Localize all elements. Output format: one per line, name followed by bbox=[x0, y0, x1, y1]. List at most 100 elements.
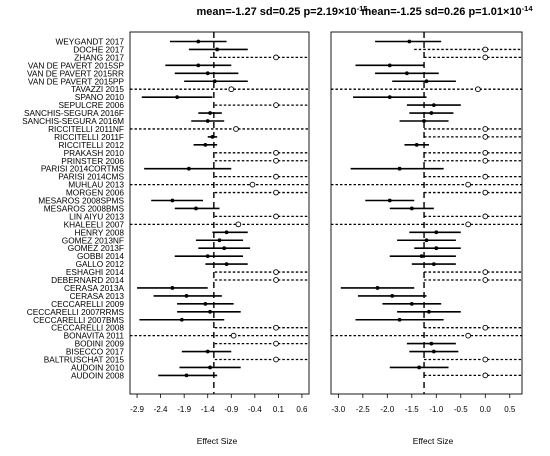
study-point bbox=[208, 309, 212, 314]
study-point-open bbox=[482, 173, 489, 180]
study-point bbox=[224, 262, 229, 266]
panel-1-frame bbox=[129, 31, 310, 395]
study-point bbox=[205, 119, 210, 123]
panel-1-x-tick-label: -0.9 bbox=[224, 405, 238, 414]
study-point-open bbox=[230, 332, 237, 339]
study-point bbox=[407, 39, 412, 44]
study-point bbox=[222, 246, 227, 251]
study-point-open bbox=[273, 173, 279, 180]
study-point bbox=[434, 230, 439, 235]
study-point bbox=[196, 63, 201, 68]
study-point bbox=[387, 63, 392, 68]
study-label: BALTRUSCHAT 2015 bbox=[44, 355, 125, 365]
study-point bbox=[212, 79, 217, 84]
study-point bbox=[387, 198, 392, 203]
study-label: GOBBI 2014 bbox=[77, 251, 124, 261]
study-point-open bbox=[465, 332, 471, 339]
study-point-open bbox=[273, 277, 279, 283]
study-point bbox=[422, 119, 426, 123]
study-label: AUDOIN 2008 bbox=[71, 370, 124, 380]
study-label: CERASA 2013A bbox=[64, 283, 124, 293]
study-label: HENRY 2008 bbox=[74, 227, 124, 237]
right-panel-title: mean=-1.25 sd=0.26 p=1.01×10-14 bbox=[361, 4, 533, 18]
study-point-open bbox=[482, 324, 489, 331]
study-point bbox=[387, 95, 392, 100]
study-label: WEYGANDT 2017 bbox=[55, 37, 124, 47]
panel-1-x-tick-label: -0.4 bbox=[248, 405, 262, 414]
study-point-open bbox=[273, 340, 279, 347]
study-label: MESAROS 2008BMS bbox=[44, 203, 125, 213]
study-point bbox=[179, 317, 184, 322]
study-label: TAVAZZI 2015 bbox=[71, 84, 124, 94]
study-point bbox=[217, 238, 222, 243]
study-point-open bbox=[482, 356, 489, 363]
study-label: CECCARELLI 2007RRMS bbox=[27, 307, 125, 317]
study-point bbox=[424, 79, 429, 84]
study-label: DEBERNARD 2014 bbox=[51, 275, 124, 285]
study-label: BONAVITA 2011 bbox=[64, 331, 125, 341]
study-label: AUDOIN 2010 bbox=[71, 362, 124, 372]
study-point bbox=[186, 166, 191, 171]
study-point bbox=[184, 373, 189, 378]
panel-2-x-tick-label: -2.0 bbox=[380, 405, 394, 414]
study-point bbox=[409, 301, 414, 306]
panel-2-frame bbox=[330, 31, 523, 395]
study-label: DOCHE 2017 bbox=[73, 44, 124, 54]
study-point bbox=[429, 341, 434, 346]
study-label: PARISI 2014CMS bbox=[58, 172, 124, 182]
study-label: PRINSTER 2006 bbox=[61, 156, 124, 166]
study-point bbox=[184, 294, 189, 298]
study-point bbox=[170, 198, 175, 203]
study-label: VAN DE PAVERT 2015RR bbox=[27, 68, 124, 78]
study-label: GOMEZ 2013NF bbox=[62, 235, 124, 245]
study-point-open bbox=[273, 54, 279, 61]
panel-1-x-tick-label: 0.1 bbox=[273, 405, 285, 414]
panel-2-x-tick-label: -2.5 bbox=[356, 405, 370, 414]
study-point-open bbox=[482, 213, 489, 220]
study-point bbox=[205, 71, 210, 76]
study-point-open bbox=[465, 181, 471, 188]
study-point-open bbox=[465, 221, 471, 228]
study-point bbox=[194, 206, 198, 211]
study-point bbox=[397, 166, 402, 171]
study-point-open bbox=[482, 126, 489, 132]
study-point-open bbox=[228, 86, 235, 93]
study-point-open bbox=[273, 324, 279, 331]
study-point bbox=[170, 286, 175, 290]
study-point-open bbox=[475, 86, 481, 93]
study-label: RICCITELLI 2011NF bbox=[48, 124, 124, 134]
study-point-open bbox=[482, 46, 489, 53]
panel-2-x-tick-label: -1.0 bbox=[429, 405, 443, 414]
study-label: SEPULCRE 2006 bbox=[59, 100, 125, 110]
study-label: CECCARELLI 2008 bbox=[51, 323, 124, 333]
study-label: GALLO 2012 bbox=[76, 259, 125, 269]
study-label: CECCARELLI 2007BMS bbox=[33, 315, 124, 325]
left-x-axis-title: Effect Size bbox=[197, 436, 238, 446]
study-point bbox=[203, 142, 208, 147]
study-label: SPANO 2010 bbox=[75, 92, 125, 102]
study-point-open bbox=[482, 157, 489, 164]
study-label: BISECCO 2017 bbox=[66, 347, 124, 357]
study-point-open bbox=[482, 372, 489, 379]
study-point-open bbox=[235, 221, 242, 228]
study-label: PARISI 2014CORTMS bbox=[41, 164, 125, 174]
study-point-open bbox=[482, 269, 489, 275]
panel-1-x-tick-label: -1.4 bbox=[201, 405, 215, 414]
study-label: KHALEELI 2007 bbox=[64, 219, 125, 229]
panel-2-x-tick-label: -3.0 bbox=[331, 405, 345, 414]
study-point bbox=[375, 286, 380, 290]
study-label: GOMEZ 2013F bbox=[68, 243, 124, 253]
panel-1-x-tick-label: -1.9 bbox=[177, 405, 191, 414]
panel-2-x-tick-label: -0.5 bbox=[454, 405, 468, 414]
study-point bbox=[208, 111, 212, 115]
study-point bbox=[414, 142, 419, 147]
study-label: ZHANG 2017 bbox=[74, 52, 124, 62]
study-label: CERASA 2013 bbox=[70, 291, 125, 301]
study-label: SANCHIS-SEGURA 2016M bbox=[22, 116, 124, 126]
panel-1-x-tick-label: 0.6 bbox=[296, 405, 308, 414]
panel-2-x-tick-label: 0.5 bbox=[504, 405, 516, 414]
left-panel-title: mean=-1.27 sd=0.25 p=2.19×10-15 bbox=[196, 4, 367, 18]
study-point-open bbox=[273, 213, 279, 220]
